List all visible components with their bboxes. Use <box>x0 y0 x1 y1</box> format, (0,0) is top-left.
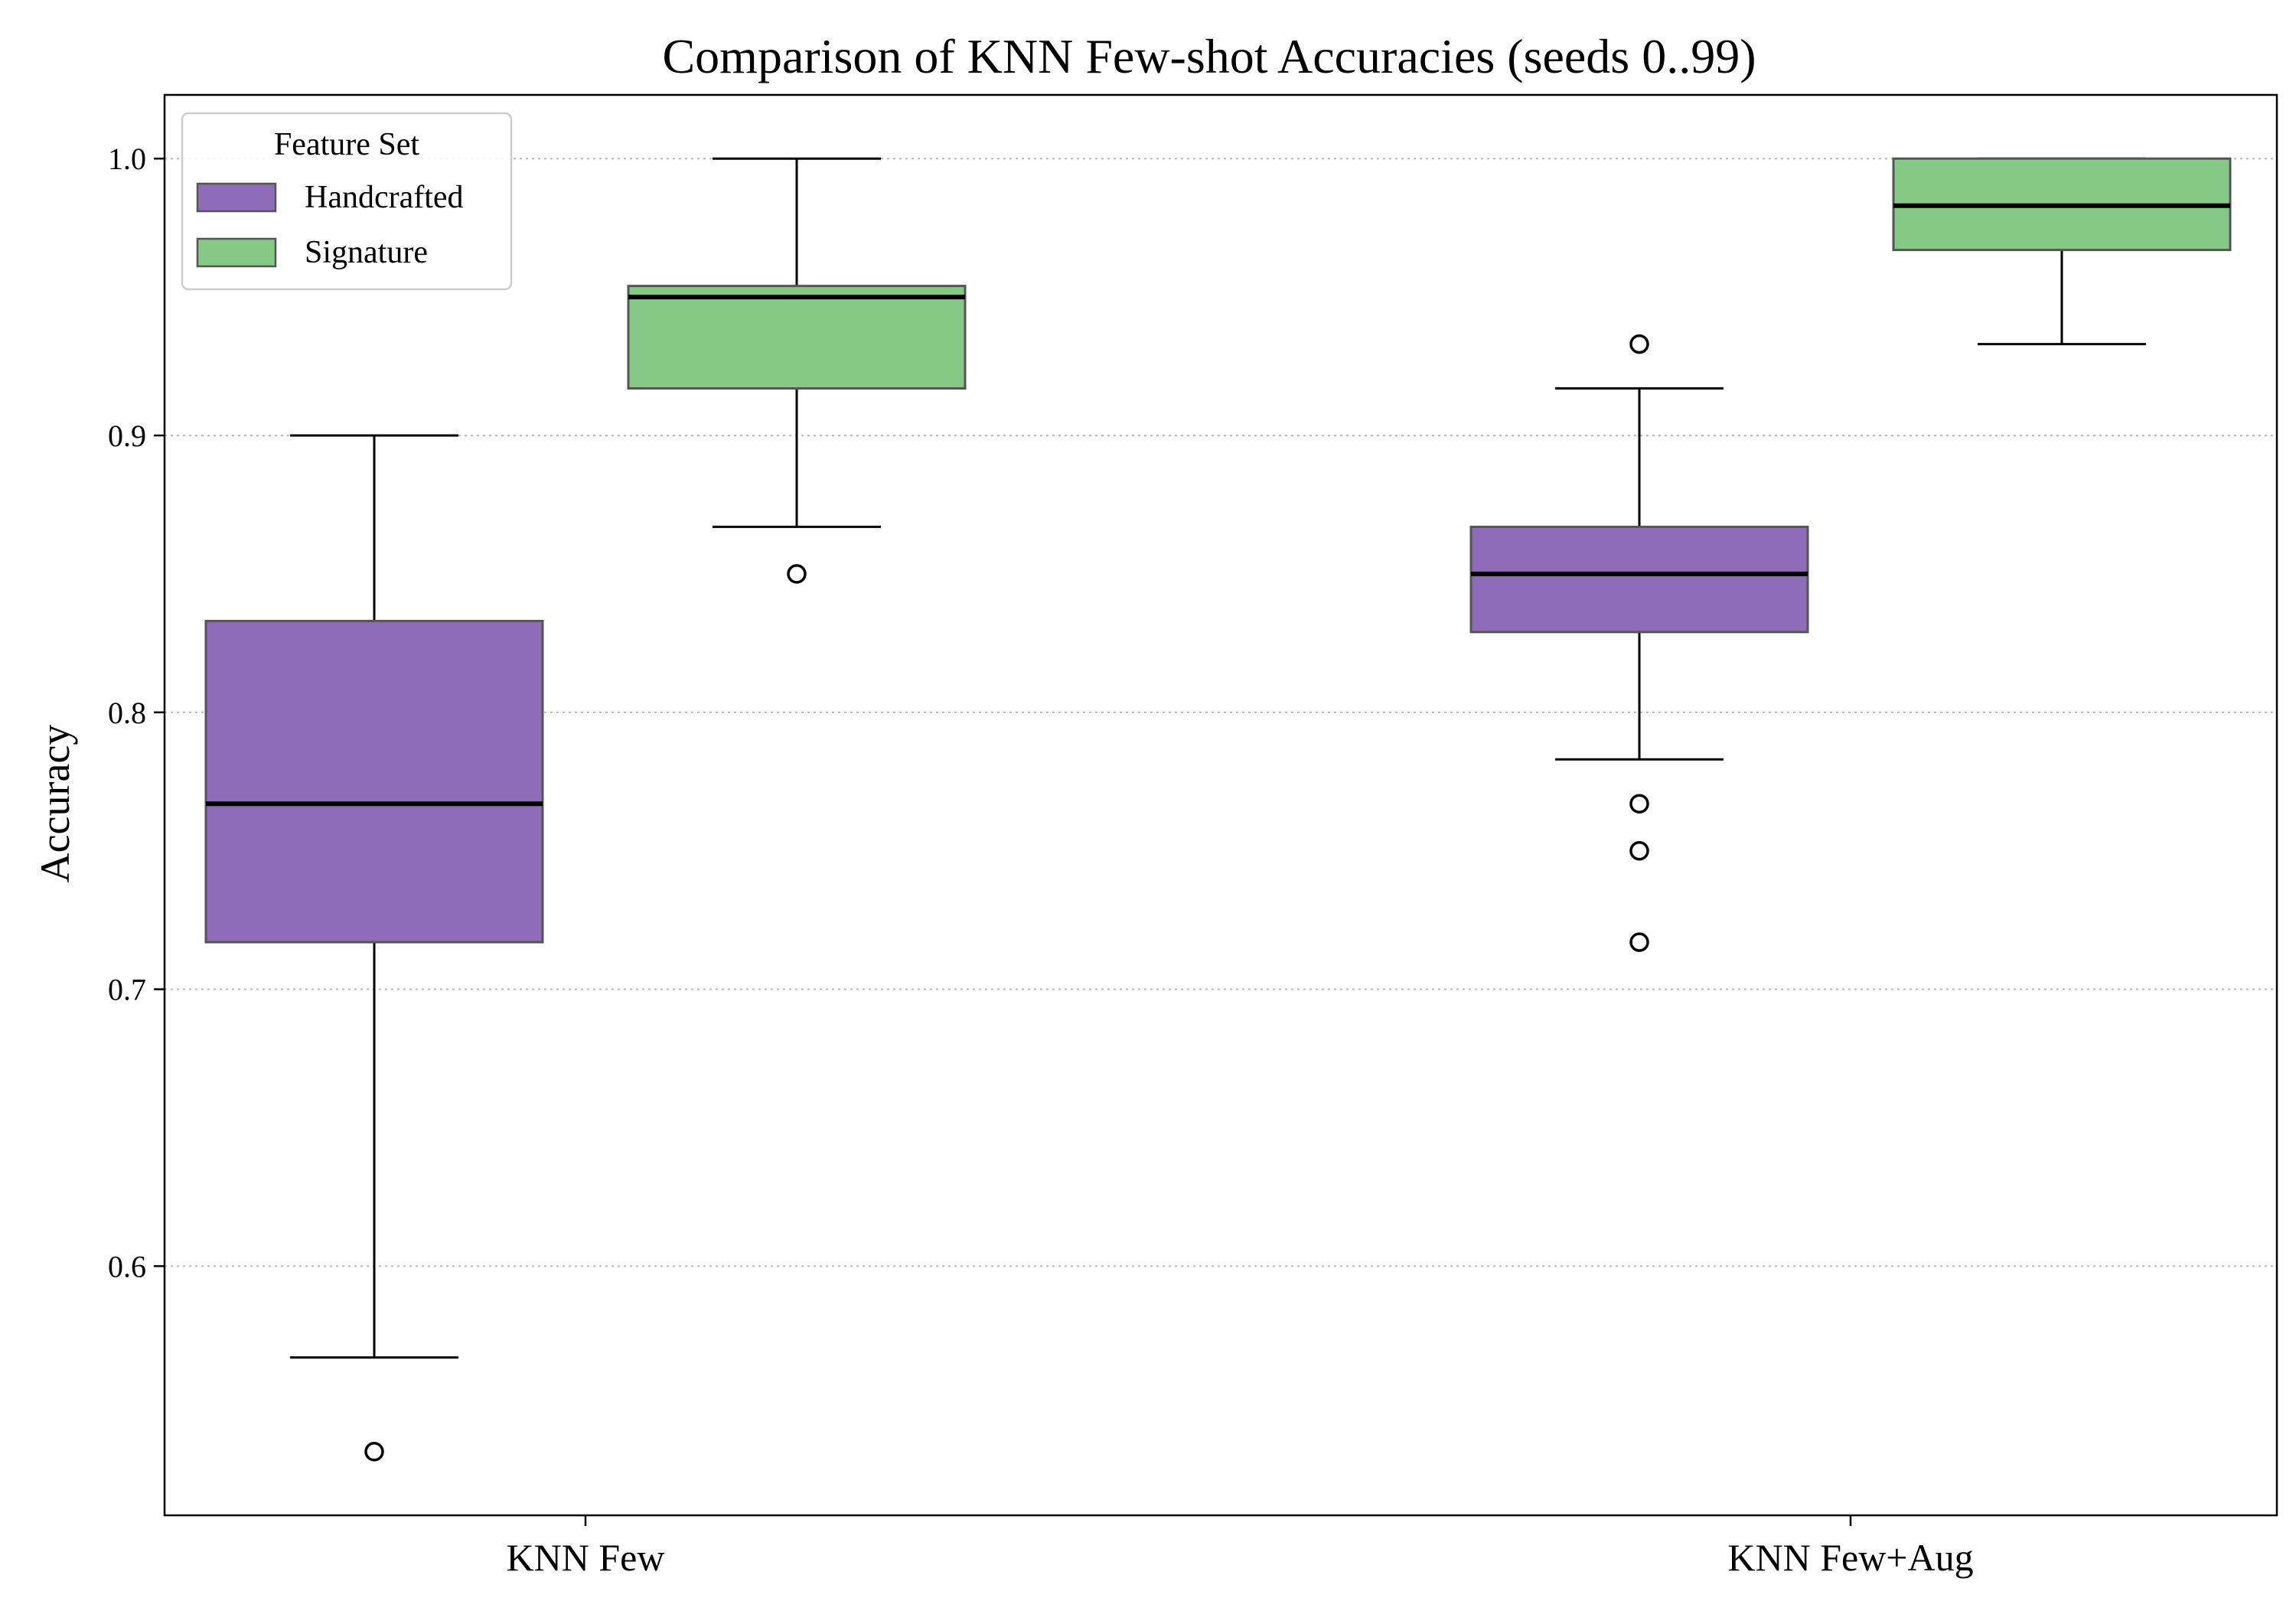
y-tick-label: 0.7 <box>108 973 146 1007</box>
iqr-box <box>204 619 544 944</box>
outlier-point <box>1629 334 1649 354</box>
box-handcrafted-0 <box>204 434 544 1462</box>
iqr-box <box>1469 525 1809 634</box>
y-axis-label: Accuracy <box>32 725 78 883</box>
box-handcrafted-1 <box>1469 334 1809 952</box>
legend: Feature Set Handcrafted Signature <box>181 112 513 291</box>
y-tick-label: 0.6 <box>108 1249 146 1283</box>
axes: 0.6 0.7 0.8 0.9 1.0 KNN Few KNN Few+Aug <box>108 142 1974 1579</box>
outlier-point <box>1629 794 1649 814</box>
x-tick-label: KNN Few <box>507 1536 665 1579</box>
outlier-point <box>1629 840 1649 861</box>
y-tick-label: 0.8 <box>108 696 146 730</box>
box-signature-1 <box>1892 157 2232 346</box>
legend-label: Signature <box>305 235 428 270</box>
iqr-box <box>627 285 967 390</box>
plot-area-frame <box>163 93 2278 1517</box>
outlier-point <box>364 1442 384 1462</box>
chart-title: Comparison of KNN Few-shot Accuracies (s… <box>662 29 1756 83</box>
legend-swatch <box>196 237 277 268</box>
legend-swatch <box>196 182 277 213</box>
outlier-point <box>787 564 807 584</box>
legend-title: Feature Set <box>274 127 419 162</box>
outlier-point <box>1629 932 1649 952</box>
y-tick-label: 0.9 <box>108 419 146 453</box>
y-tick-label: 1.0 <box>108 142 146 176</box>
box-plots <box>204 157 2232 1462</box>
x-tick-label: KNN Few+Aug <box>1727 1536 1973 1579</box>
legend-label: Handcrafted <box>305 180 464 215</box>
box-signature-0 <box>627 157 967 584</box>
